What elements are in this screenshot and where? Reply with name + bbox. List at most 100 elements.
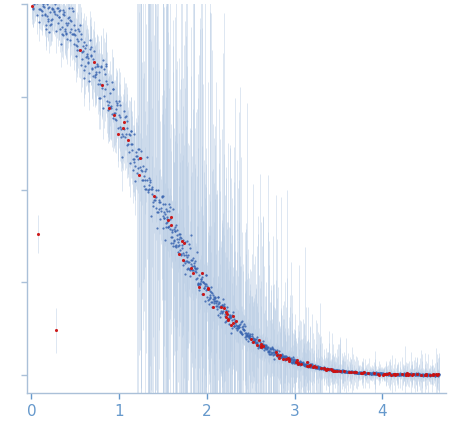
Point <box>29 5 36 12</box>
Point <box>212 300 219 307</box>
Point <box>209 290 216 297</box>
Point <box>94 63 102 70</box>
Point <box>308 363 315 370</box>
Point <box>224 316 231 323</box>
Point <box>84 51 91 58</box>
Point <box>212 297 219 304</box>
Point <box>86 37 93 44</box>
Point <box>282 353 289 360</box>
Point <box>153 204 160 211</box>
Point <box>262 341 270 348</box>
Point <box>171 224 179 231</box>
Point <box>245 335 252 342</box>
Point <box>195 284 203 291</box>
Point <box>165 216 172 223</box>
Point <box>261 347 268 354</box>
Point <box>77 31 85 38</box>
Point <box>223 313 230 320</box>
Point <box>419 371 426 378</box>
Point <box>298 360 305 367</box>
Point <box>244 329 251 336</box>
Point <box>402 372 409 379</box>
Point <box>154 187 162 194</box>
Point <box>129 155 136 162</box>
Point <box>117 126 125 133</box>
Point <box>58 30 66 37</box>
Point <box>311 362 318 369</box>
Point <box>106 105 113 112</box>
Point <box>152 193 159 200</box>
Point <box>189 263 196 270</box>
Point <box>426 371 433 378</box>
Point <box>87 52 94 59</box>
Point <box>169 240 176 247</box>
Point <box>306 361 313 368</box>
Point <box>255 343 262 350</box>
Point <box>197 277 204 284</box>
Point <box>395 371 402 378</box>
Point <box>130 159 137 166</box>
Point <box>320 364 328 371</box>
Point <box>32 0 39 2</box>
Point <box>197 281 204 288</box>
Point <box>395 371 402 378</box>
Point <box>247 336 254 343</box>
Point <box>290 357 297 364</box>
Point <box>50 6 57 13</box>
Point <box>306 363 314 370</box>
Point <box>256 336 263 343</box>
Point <box>434 371 441 378</box>
Point <box>150 192 158 199</box>
Point <box>293 358 300 365</box>
Point <box>247 330 254 337</box>
Point <box>181 260 189 267</box>
Point <box>194 279 201 286</box>
Point <box>213 298 220 305</box>
Point <box>33 0 40 6</box>
Point <box>420 371 427 378</box>
Point <box>381 371 388 378</box>
Point <box>403 370 410 377</box>
Point <box>277 352 284 359</box>
Point <box>428 372 435 379</box>
Point <box>306 362 313 369</box>
Point <box>282 356 289 363</box>
Point <box>268 348 275 355</box>
Point <box>269 352 276 359</box>
Point <box>257 343 265 350</box>
Point <box>277 353 284 360</box>
Point <box>262 341 269 348</box>
Point <box>378 370 386 377</box>
Point <box>67 17 74 24</box>
Point <box>362 370 369 377</box>
Point <box>130 130 138 137</box>
Point <box>138 177 145 184</box>
Point <box>172 242 180 249</box>
Point <box>192 266 199 273</box>
Point <box>227 329 234 336</box>
Point <box>385 371 392 378</box>
Point <box>333 367 340 374</box>
Point <box>260 343 267 350</box>
Point <box>408 371 415 378</box>
Point <box>359 370 366 377</box>
Point <box>176 231 183 238</box>
Point <box>407 371 414 378</box>
Point <box>414 370 421 377</box>
Point <box>258 345 265 352</box>
Point <box>89 56 96 63</box>
Point <box>284 354 291 361</box>
Point <box>352 369 360 376</box>
Point <box>216 304 223 311</box>
Point <box>100 93 108 100</box>
Point <box>44 0 51 7</box>
Point <box>372 369 379 376</box>
Point <box>299 361 306 368</box>
Point <box>123 141 130 148</box>
Point <box>213 302 220 309</box>
Point <box>368 370 375 377</box>
Point <box>273 346 280 353</box>
Point <box>215 293 222 300</box>
Point <box>259 340 266 347</box>
Point <box>140 172 148 179</box>
